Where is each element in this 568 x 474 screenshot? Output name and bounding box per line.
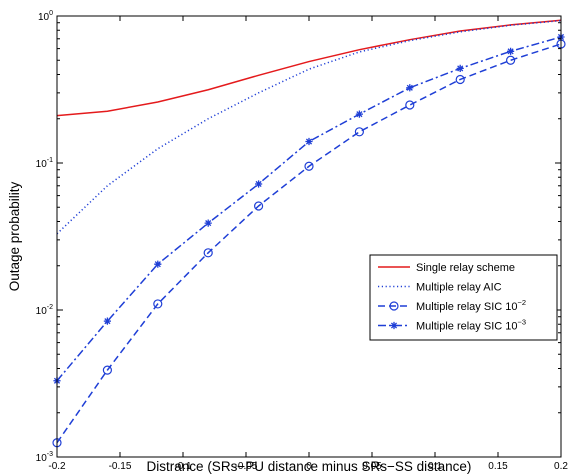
data-point bbox=[355, 110, 363, 118]
data-point bbox=[153, 299, 163, 309]
data-point bbox=[354, 127, 364, 137]
data-point bbox=[203, 248, 213, 258]
legend: Single relay scheme Multiple relay AIC Mul… bbox=[369, 254, 558, 341]
data-point bbox=[254, 201, 264, 211]
data-point bbox=[389, 301, 399, 311]
data-point bbox=[507, 47, 515, 55]
series-line bbox=[56, 19, 562, 235]
legend-entry: Multiple relay AIC bbox=[378, 282, 502, 294]
series-line bbox=[56, 43, 562, 444]
data-point bbox=[103, 317, 111, 325]
data-point bbox=[204, 219, 212, 227]
legend-entry: Multiple relay SIC 10−3 bbox=[378, 318, 526, 333]
data-point bbox=[390, 321, 398, 330]
data-point bbox=[255, 180, 263, 188]
x-axis-label: Distrance (SRs−PU distance minus SRs−SS … bbox=[147, 459, 472, 474]
legend-entry: Multiple relay SIC 10−2 bbox=[378, 298, 526, 313]
data-point bbox=[406, 84, 414, 92]
data-point bbox=[405, 100, 415, 110]
x-tick-label: -0.15 bbox=[109, 461, 132, 472]
y-tick-label: 100 bbox=[38, 10, 53, 23]
x-tick-label: -0.05 bbox=[235, 461, 258, 472]
data-point bbox=[305, 137, 313, 146]
legend-label: Multiple relay AIC bbox=[416, 282, 502, 294]
legend-label: Multiple relay SIC 10−3 bbox=[416, 318, 526, 333]
y-tick-label: 10-1 bbox=[36, 157, 53, 170]
legend-label: Single relay scheme bbox=[416, 262, 515, 274]
legend-entry: Single relay scheme bbox=[378, 262, 515, 274]
data-point bbox=[102, 365, 113, 375]
data-point bbox=[456, 64, 464, 73]
legend-label: Multiple relay SIC 10−2 bbox=[416, 298, 526, 313]
x-tick-label: 0 bbox=[306, 461, 312, 472]
x-tick-label: -0.1 bbox=[174, 461, 192, 472]
series-3 bbox=[52, 39, 566, 448]
data-point bbox=[455, 74, 465, 85]
x-tick-label: -0.2 bbox=[48, 461, 66, 472]
x-tick-label: 0.2 bbox=[554, 461, 568, 472]
x-tick-label: 0.15 bbox=[488, 461, 508, 472]
data-point bbox=[154, 260, 162, 268]
x-tick-label: 0.05 bbox=[362, 461, 382, 472]
y-axis-label: Outage probability bbox=[7, 181, 22, 291]
series-1 bbox=[56, 19, 562, 117]
data-point bbox=[304, 161, 314, 171]
data-point bbox=[506, 55, 516, 65]
series-line bbox=[56, 19, 562, 117]
x-tick-label: 0.1 bbox=[428, 461, 442, 472]
y-tick-label: 10-2 bbox=[36, 304, 53, 317]
plot-frame bbox=[56, 15, 562, 458]
series-2 bbox=[56, 19, 562, 235]
